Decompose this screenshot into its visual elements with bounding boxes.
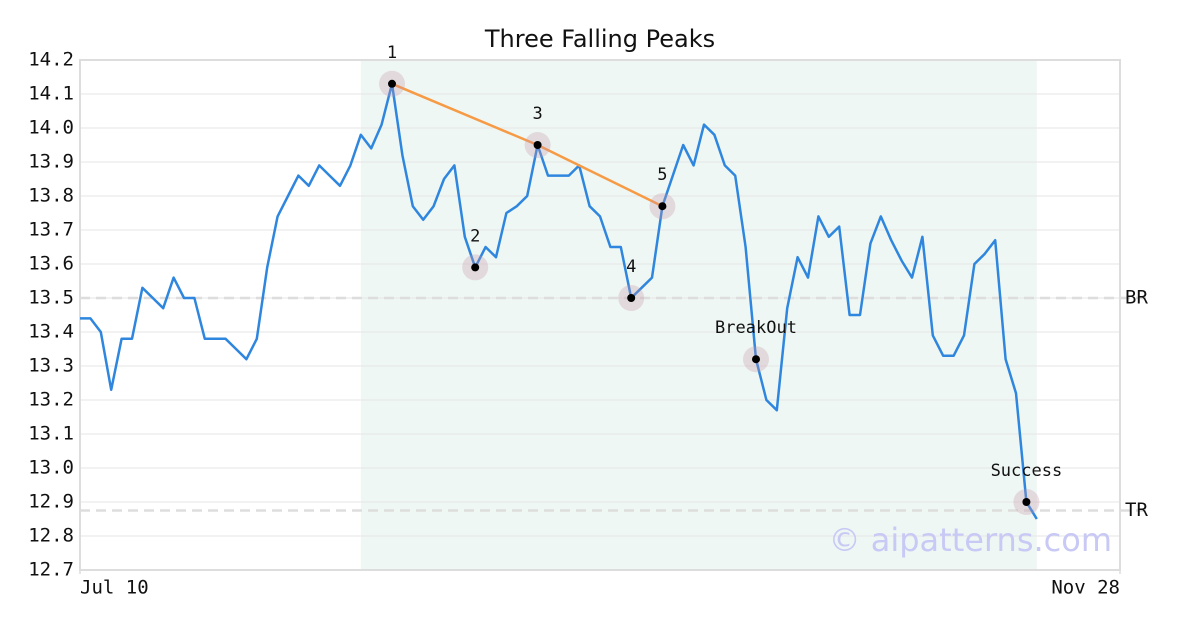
y-tick-label: 12.9 xyxy=(28,491,74,513)
y-tick-label: 13.7 xyxy=(28,219,74,241)
y-tick-label: 14.0 xyxy=(28,117,74,139)
annotation-label: Success xyxy=(991,461,1063,481)
annotation-label: 1 xyxy=(387,43,397,63)
x-tick-label: Jul 10 xyxy=(80,577,149,599)
annotation-point xyxy=(471,263,480,272)
y-tick-label: 13.2 xyxy=(28,389,74,411)
price-line xyxy=(80,82,1038,520)
annotation-label: 3 xyxy=(532,104,542,124)
annotation-point xyxy=(533,141,542,149)
y-tick-label: 13.1 xyxy=(28,423,74,445)
y-tick-label: 13.5 xyxy=(28,287,74,309)
annotation-label: 5 xyxy=(657,165,667,185)
y-tick-label: 13.4 xyxy=(28,321,74,343)
y-tick-label: 14.1 xyxy=(28,83,74,105)
y-tick-label: 13.6 xyxy=(28,253,74,275)
x-tick-label: Nov 28 xyxy=(1051,577,1120,599)
y-tick-label: 13.3 xyxy=(28,355,74,377)
y-tick-label: 13.9 xyxy=(28,151,74,173)
reference-label: TR xyxy=(1125,499,1148,521)
y-tick-label: 13.8 xyxy=(28,185,74,207)
annotation-label: 2 xyxy=(470,226,480,246)
annotation-point xyxy=(627,294,636,302)
y-tick-label: 13.0 xyxy=(28,457,74,479)
y-tick-label: 14.2 xyxy=(28,49,74,71)
annotation-point xyxy=(388,79,396,88)
watermark: © aipatterns.com xyxy=(829,521,1112,559)
annotation-point xyxy=(752,355,760,364)
highlight-region xyxy=(360,60,1037,570)
chart-title: Three Falling Peaks xyxy=(484,25,715,53)
annotation-label: 4 xyxy=(626,257,636,277)
annotation-point xyxy=(658,202,667,211)
reference-label: BR xyxy=(1125,287,1148,309)
y-tick-label: 12.7 xyxy=(28,559,74,581)
annotation-label: BreakOut xyxy=(715,318,797,338)
plot-frame xyxy=(79,59,1121,571)
y-tick-label: 12.8 xyxy=(28,525,74,547)
annotation-point xyxy=(1022,498,1031,506)
